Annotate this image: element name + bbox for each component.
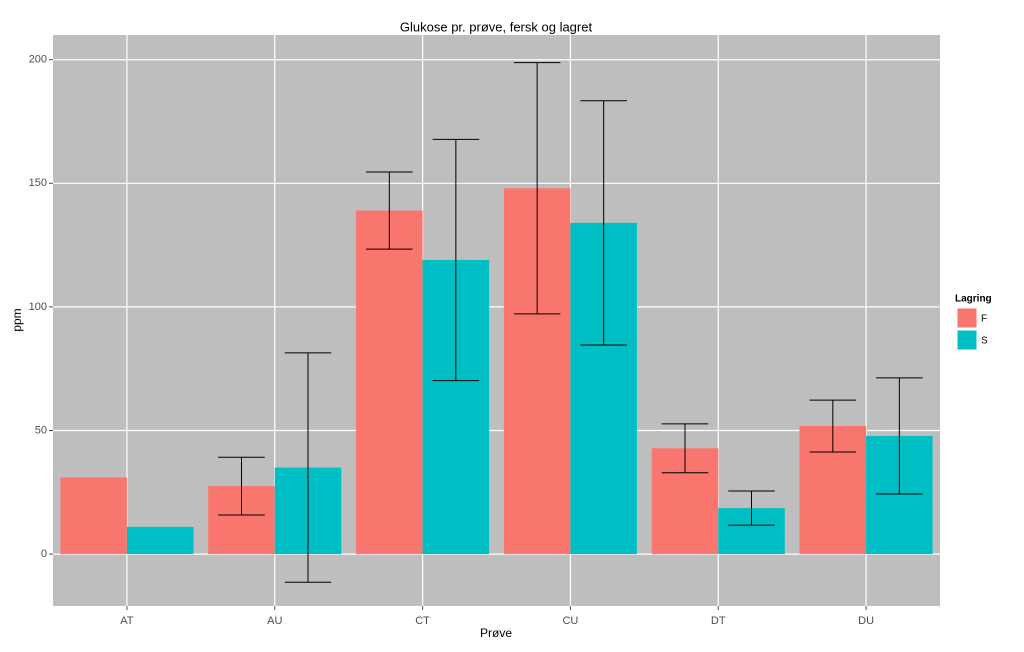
x-tick-label: AU: [267, 615, 282, 627]
error-bar: [284, 352, 332, 583]
x-tick-label: AT: [120, 615, 134, 627]
error-bar: [809, 399, 857, 453]
y-tick-label: 50: [35, 424, 47, 436]
x-tick-label: CU: [562, 615, 578, 627]
error-bar: [513, 62, 561, 315]
y-axis-title: ppm: [10, 308, 24, 331]
error-bar: [876, 377, 923, 495]
x-axis-title: Prøve: [480, 626, 512, 640]
plot-panel: [53, 35, 940, 606]
x-tick-label: DT: [711, 615, 726, 627]
legend-label: S: [981, 336, 988, 347]
legend-key: [956, 329, 978, 351]
error-bar: [728, 490, 775, 526]
y-tick-label: 0: [41, 548, 47, 560]
error-bar: [432, 138, 480, 382]
legend-label: F: [981, 314, 987, 325]
legend-title: Lagring: [955, 294, 992, 305]
error-bar: [218, 456, 265, 516]
bar: [126, 526, 194, 555]
bar: [356, 210, 423, 555]
y-tick-label: 100: [29, 301, 47, 313]
x-tick-label: DU: [858, 615, 874, 627]
y-tick-label: 200: [29, 54, 47, 66]
legend-key: [956, 307, 978, 329]
x-tick-label: CT: [415, 615, 430, 627]
chart-title: Glukose pr. prøve, fersk og lagret: [400, 19, 593, 34]
error-bar: [580, 100, 627, 346]
marks: [60, 62, 933, 583]
y-tick-label: 150: [29, 177, 47, 189]
error-bar: [366, 171, 413, 250]
legend: FS: [956, 307, 988, 351]
error-bar: [661, 423, 709, 474]
bar: [60, 477, 127, 555]
